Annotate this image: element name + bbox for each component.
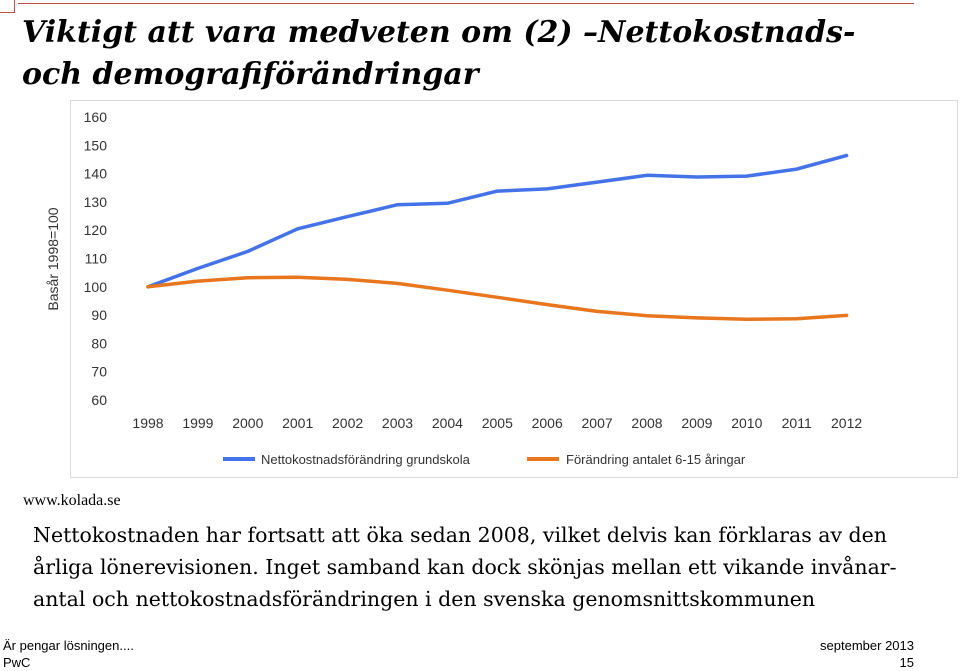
x-tick-label: 2000 <box>232 415 263 431</box>
y-tick-label: 100 <box>84 279 108 295</box>
footer-page-number: 15 <box>899 655 914 670</box>
y-tick-label: 150 <box>84 137 108 153</box>
y-axis-label: Basår 1998=100 <box>45 207 61 310</box>
x-tick-label: 2008 <box>631 415 662 431</box>
y-tick-label: 80 <box>91 335 107 351</box>
y-tick-label: 160 <box>84 109 108 125</box>
top-rule <box>18 3 914 4</box>
x-tick-label: 2009 <box>681 415 712 431</box>
y-tick-label: 140 <box>84 166 108 182</box>
x-tick-label: 2001 <box>282 415 313 431</box>
source-label: www.kolada.se <box>23 492 121 509</box>
chart-frame <box>70 100 958 478</box>
x-tick-label: 2006 <box>532 415 563 431</box>
legend-label-2: Förändring antalet 6-15 åringar <box>566 452 746 467</box>
body-text: Nettokostnaden har fortsatt att öka seda… <box>33 523 897 611</box>
x-tick-label: 2010 <box>731 415 762 431</box>
y-tick-label: 110 <box>85 251 108 267</box>
line-chart: 60 70 80 90 100 110 120 130 140 150 160 1998 1999 200… <box>45 109 862 467</box>
y-tick-label: 60 <box>91 392 107 408</box>
y-tick-label: 130 <box>84 194 108 210</box>
x-tick-label: 2003 <box>382 415 413 431</box>
slide-title: Viktigt att vara medveten om (2) –Nettok… <box>22 15 856 92</box>
x-tick-label: 2012 <box>831 415 862 431</box>
footer-date: september 2013 <box>820 638 914 653</box>
footer-presentation-title: Är pengar lösningen.... <box>3 638 134 653</box>
y-tick-label: 90 <box>91 307 107 323</box>
x-tick-label: 2004 <box>432 415 463 431</box>
x-tick-label: 2007 <box>582 415 613 431</box>
corner-decoration <box>0 0 15 13</box>
footer-company: PwC <box>3 655 31 670</box>
legend-label-1: Nettokostnadsförändring grundskola <box>261 452 471 467</box>
x-tick-label: 1998 <box>132 415 163 431</box>
x-tick-label: 2002 <box>332 415 363 431</box>
y-tick-label: 70 <box>91 364 107 380</box>
y-tick-label: 120 <box>84 222 108 238</box>
series-line-2 <box>146 275 849 322</box>
x-tick-label: 2005 <box>482 415 513 431</box>
x-tick-label: 2011 <box>782 415 812 431</box>
x-tick-label: 1999 <box>182 415 213 431</box>
series-line-1 <box>146 153 849 289</box>
